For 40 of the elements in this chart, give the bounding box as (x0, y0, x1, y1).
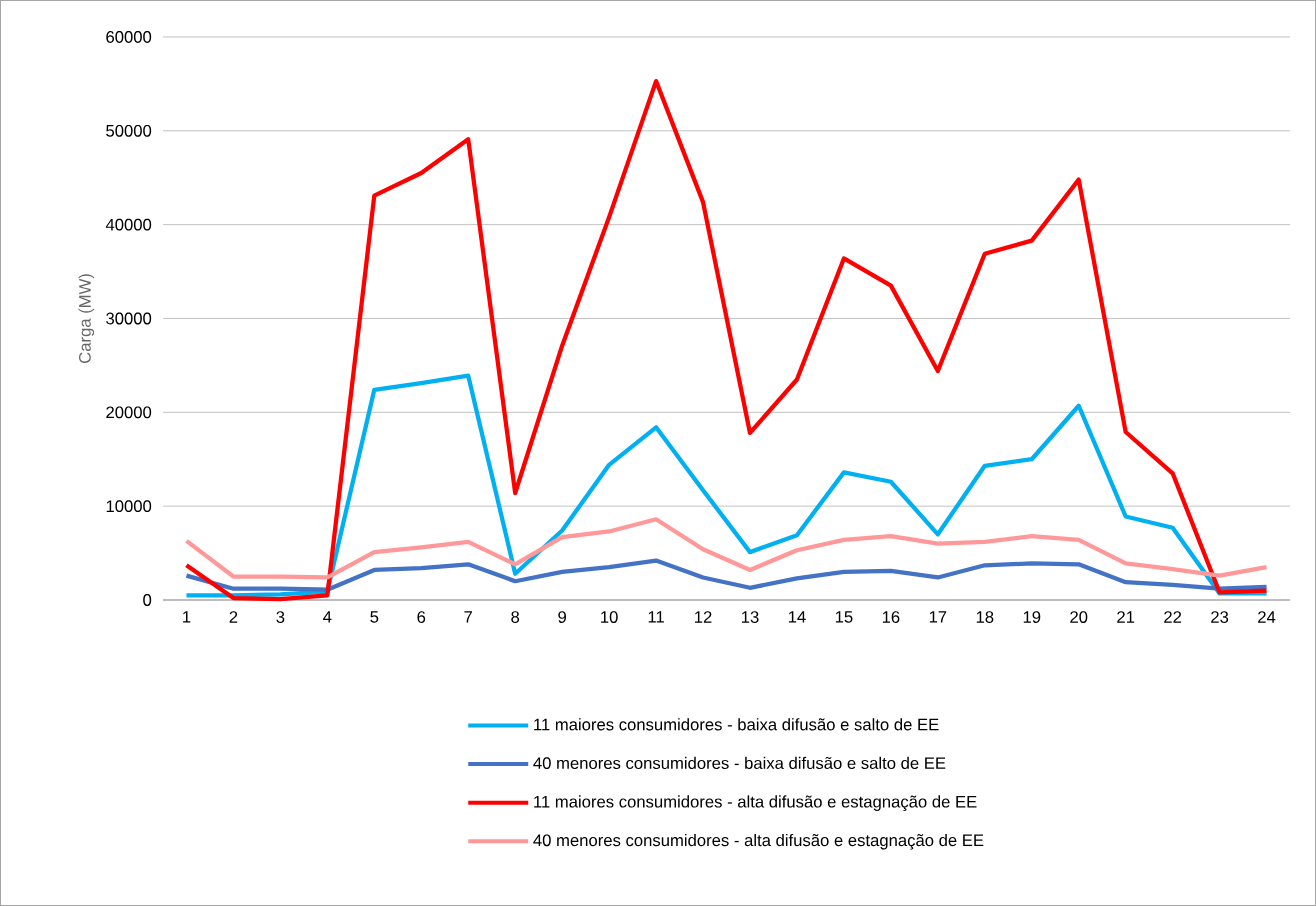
x-tick-label: 11 (648, 611, 664, 623)
y-tick-label: 0 (143, 594, 152, 606)
legend-label: 11 maiores consumidores - alta difusão e estagnação de EE (534, 795, 977, 811)
y-tick-label: 40000 (105, 218, 152, 231)
line-series (184, 517, 1269, 580)
x-tick-label: 5 (370, 611, 379, 623)
x-tick-label: 16 (882, 611, 900, 623)
line-series (184, 373, 1269, 598)
x-tick-label: 4 (323, 611, 332, 623)
line-series (184, 558, 1269, 592)
y-tick-label: 20000 (106, 406, 152, 419)
x-tick-label: 8 (511, 611, 520, 623)
y-tick-label: 30000 (106, 312, 152, 325)
x-tick-label: 17 (929, 611, 947, 623)
x-tick-label: 20 (1070, 611, 1088, 623)
x-tick-label: 13 (742, 611, 759, 623)
y-tick-label: 60000 (106, 31, 152, 43)
x-tick-label: 14 (788, 611, 806, 623)
x-tick-label: 12 (695, 611, 712, 623)
x-tick-label: 9 (558, 611, 566, 623)
legend-label: 40 menores consumidores - baixa difusão e salto de EE (533, 756, 946, 770)
x-tick-label: 18 (976, 611, 994, 623)
x-tick-label: 3 (276, 611, 285, 623)
x-tick-label: 19 (1023, 611, 1041, 623)
legend-label: 40 menores consumidores - alta difusão e estagnação de EE (533, 833, 984, 850)
x-tick-label: 10 (601, 611, 618, 623)
x-tick-label: 1 (183, 611, 191, 623)
x-tick-label: 22 (1164, 611, 1182, 623)
x-tick-label: 7 (464, 611, 473, 623)
legend-label: 11 maiores consumidores - baixa difusão e salto de EE (534, 718, 939, 731)
y-tick-label: 50000 (106, 124, 152, 137)
x-tick-label: 6 (417, 611, 426, 623)
y-tick-label: 10000 (106, 500, 152, 513)
x-tick-label: 21 (1117, 611, 1135, 623)
y-axis-title: Carga (MW) (78, 274, 95, 364)
x-tick-label: 15 (835, 611, 853, 623)
x-tick-label: 2 (229, 611, 238, 623)
x-tick-label: 24 (1258, 611, 1276, 623)
x-tick-label: 23 (1211, 611, 1229, 623)
line-series (184, 78, 1269, 602)
